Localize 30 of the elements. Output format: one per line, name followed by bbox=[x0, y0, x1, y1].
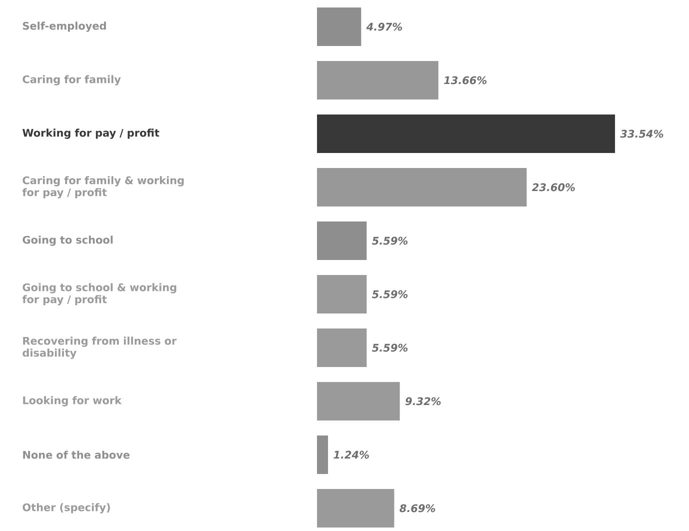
bar bbox=[317, 488, 394, 528]
data-label: 9.32% bbox=[405, 397, 441, 406]
y-tick-label: Self-employed bbox=[22, 22, 106, 32]
bar bbox=[317, 328, 367, 368]
y-tick-label: Other (specify) bbox=[22, 503, 110, 514]
data-label: 5.59% bbox=[372, 236, 408, 245]
bar bbox=[317, 60, 438, 100]
y-tick-label: Going to school & working for pay / profit bbox=[22, 283, 176, 306]
y-tick-label: None of the above bbox=[23, 450, 130, 459]
bar bbox=[317, 435, 328, 474]
data-label: 1.24% bbox=[334, 450, 369, 459]
data-label: 13.66% bbox=[444, 76, 487, 84]
y-tick-label: Going to school bbox=[22, 236, 113, 246]
bar bbox=[317, 7, 362, 46]
y-tick-label: Caring for family & working for pay / profit bbox=[22, 176, 184, 198]
bar bbox=[317, 382, 400, 421]
data-label: 8.69% bbox=[400, 504, 436, 512]
bar bbox=[317, 221, 367, 260]
y-tick-label: Recovering from illness or disability bbox=[22, 336, 177, 359]
y-tick-label: Looking for work bbox=[23, 396, 122, 406]
bar bbox=[317, 274, 367, 314]
data-label: 33.54% bbox=[620, 130, 664, 138]
y-tick-label: Working for pay / profit bbox=[22, 128, 160, 139]
bar bbox=[317, 114, 616, 154]
data-label: 5.59% bbox=[372, 344, 408, 352]
data-label: 5.59% bbox=[372, 290, 408, 298]
bar bbox=[317, 168, 527, 207]
y-tick-label: Caring for family bbox=[22, 75, 121, 86]
data-label: 4.97% bbox=[366, 22, 402, 31]
data-label: 23.60% bbox=[532, 183, 575, 192]
